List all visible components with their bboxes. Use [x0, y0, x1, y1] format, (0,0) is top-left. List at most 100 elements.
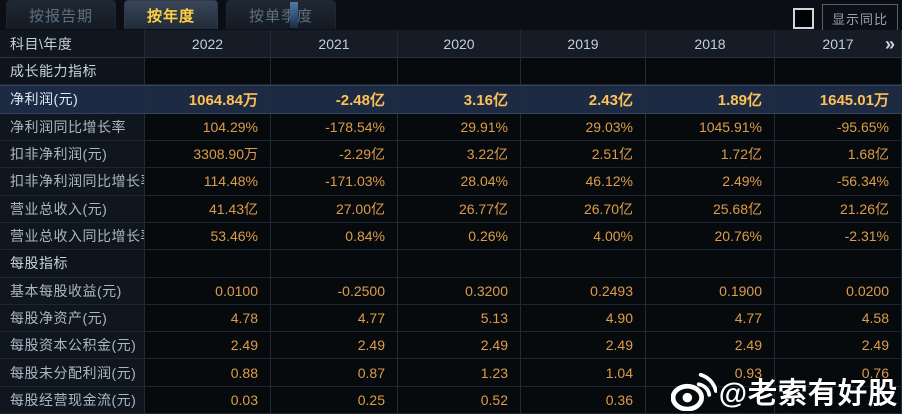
- row-label: 每股经营现金流(元): [0, 386, 145, 414]
- year-header-cell: 2021: [271, 30, 398, 57]
- cell-value: 3308.90万: [145, 140, 271, 168]
- cell-value: [775, 250, 902, 277]
- row-label: 每股未分配利润(元): [0, 359, 145, 386]
- table-body: 成长能力指标 净利润(元) 1064.84万 -2.48亿 3.16亿 2.43亿 1.89…: [0, 58, 902, 414]
- period-tabbar: 按报告期 按年度 按单季度 显示同比: [0, 0, 902, 33]
- cell-value: 2.49%: [646, 168, 775, 195]
- cell-value: [775, 386, 902, 414]
- section-row: 每股指标: [0, 250, 902, 278]
- show-yoy-checkbox[interactable]: [792, 8, 814, 29]
- cell-value: [398, 58, 521, 85]
- tab-scroll-accent: [290, 2, 298, 28]
- row-label: 成长能力指标: [0, 58, 145, 85]
- cell-value: 0.1900: [646, 277, 775, 304]
- cell-value: 46.12%: [521, 168, 646, 195]
- table-row: 净利润(元) 1064.84万 -2.48亿 3.16亿 2.43亿 1.89亿 1645.…: [0, 85, 902, 114]
- cell-value: 1645.01万: [775, 86, 902, 113]
- table-row: 扣非净利润(元) 3308.90万 -2.29亿 3.22亿 2.51亿 1.72亿 1.6…: [0, 140, 902, 169]
- cell-value: -2.31%: [775, 222, 902, 250]
- cell-value: [775, 58, 902, 85]
- cell-value: [271, 250, 398, 277]
- cell-value: -178.54%: [271, 113, 398, 140]
- table-row: 基本每股收益(元) 0.0100 -0.2500 0.3200 0.2493 0.1900…: [0, 277, 902, 305]
- cell-value: 2.49: [521, 332, 646, 359]
- table-row: 每股未分配利润(元) 0.88 0.87 1.23 1.04 0.93 0.76: [0, 359, 902, 387]
- tab-by-report-period[interactable]: 按报告期: [6, 0, 117, 29]
- row-label: 每股指标: [0, 250, 145, 277]
- more-columns-chevron-icon[interactable]: »: [884, 34, 895, 54]
- cell-value: 0.84%: [271, 222, 398, 250]
- tab-by-year[interactable]: 按年度: [124, 0, 219, 29]
- cell-value: [646, 250, 775, 277]
- cell-value: 25.68亿: [646, 195, 775, 222]
- cell-value: 28.04%: [398, 168, 521, 195]
- cell-value: 0.0200: [775, 277, 902, 304]
- cell-value: [646, 386, 775, 414]
- year-header-cell: 2019: [521, 30, 646, 57]
- row-label: 扣非净利润同比增长率: [0, 168, 145, 195]
- cell-value: 0.25: [271, 386, 398, 414]
- cell-value: -95.65%: [775, 113, 902, 140]
- cell-value: 1.89亿: [646, 86, 775, 113]
- cell-value: 53.46%: [145, 222, 271, 250]
- cell-value: 29.91%: [398, 113, 521, 140]
- cell-value: [398, 250, 521, 277]
- table-row: 净利润同比增长率 104.29% -178.54% 29.91% 29.03% 1045.…: [0, 113, 902, 141]
- cell-value: [271, 58, 398, 85]
- cell-value: 0.26%: [398, 222, 521, 250]
- cell-value: 1.04: [521, 359, 646, 386]
- cell-value: 4.00%: [521, 222, 646, 250]
- cell-value: 0.3200: [398, 277, 521, 304]
- table-row: 营业总收入(元) 41.43亿 27.00亿 26.77亿 26.70亿 25.68亿 21…: [0, 195, 902, 223]
- cell-value: 104.29%: [145, 113, 271, 140]
- cell-value: 4.90: [521, 304, 646, 332]
- cell-value: 2.49: [398, 332, 521, 359]
- cell-value: 1.72亿: [646, 140, 775, 168]
- cell-value: 0.93: [646, 359, 775, 386]
- cell-value: 26.70亿: [521, 195, 646, 222]
- cell-value: 2.43亿: [521, 86, 646, 113]
- row-label: 扣非净利润(元): [0, 140, 145, 168]
- cell-value: 0.76: [775, 359, 902, 386]
- cell-value: -0.2500: [271, 277, 398, 304]
- cell-value: 2.51亿: [521, 140, 646, 168]
- tab-by-single-quarter[interactable]: 按单季度: [226, 0, 337, 29]
- year-header-cell: 2022: [145, 30, 271, 57]
- cell-value: 2.49: [271, 332, 398, 359]
- corner-header-cell: 科目\年度: [0, 30, 145, 57]
- cell-value: 1.68亿: [775, 140, 902, 168]
- cell-value: 0.87: [271, 359, 398, 386]
- cell-value: -56.34%: [775, 168, 902, 195]
- cell-value: 0.2493: [521, 277, 646, 304]
- cell-value: 0.52: [398, 386, 521, 414]
- cell-value: 26.77亿: [398, 195, 521, 222]
- row-label: 营业总收入同比增长率: [0, 222, 145, 250]
- cell-value: [521, 58, 646, 85]
- cell-value: 29.03%: [521, 113, 646, 140]
- cell-value: 1064.84万: [145, 86, 271, 113]
- table-header-row: 科目\年度 2022 2021 2020 2019 2018 2017»: [0, 30, 902, 58]
- table-row: 每股资本公积金(元) 2.49 2.49 2.49 2.49 2.49 2.49: [0, 332, 902, 360]
- cell-value: 1.23: [398, 359, 521, 386]
- cell-value: 2.49: [646, 332, 775, 359]
- year-header-cell: 2018: [646, 30, 775, 57]
- cell-value: 21.26亿: [775, 195, 902, 222]
- cell-value: [521, 250, 646, 277]
- cell-value: 4.78: [145, 304, 271, 332]
- row-label: 净利润同比增长率: [0, 113, 145, 140]
- cell-value: 0.36: [521, 386, 646, 414]
- cell-value: 114.48%: [145, 168, 271, 195]
- row-label: 营业总收入(元): [0, 195, 145, 222]
- row-label: 每股资本公积金(元): [0, 332, 145, 359]
- cell-value: 2.49: [145, 332, 271, 359]
- cell-value: 4.77: [646, 304, 775, 332]
- show-yoy-label[interactable]: 显示同比: [821, 4, 898, 33]
- cell-value: 3.16亿: [398, 86, 521, 113]
- table-row: 每股经营现金流(元) 0.03 0.25 0.52 0.36: [0, 386, 902, 414]
- cell-value: 27.00亿: [271, 195, 398, 222]
- table-row: 每股净资产(元) 4.78 4.77 5.13 4.90 4.77 4.58: [0, 304, 902, 333]
- cell-value: 4.58: [775, 304, 902, 332]
- cell-value: -2.29亿: [271, 140, 398, 168]
- section-row: 成长能力指标: [0, 58, 902, 86]
- cell-value: -171.03%: [271, 168, 398, 195]
